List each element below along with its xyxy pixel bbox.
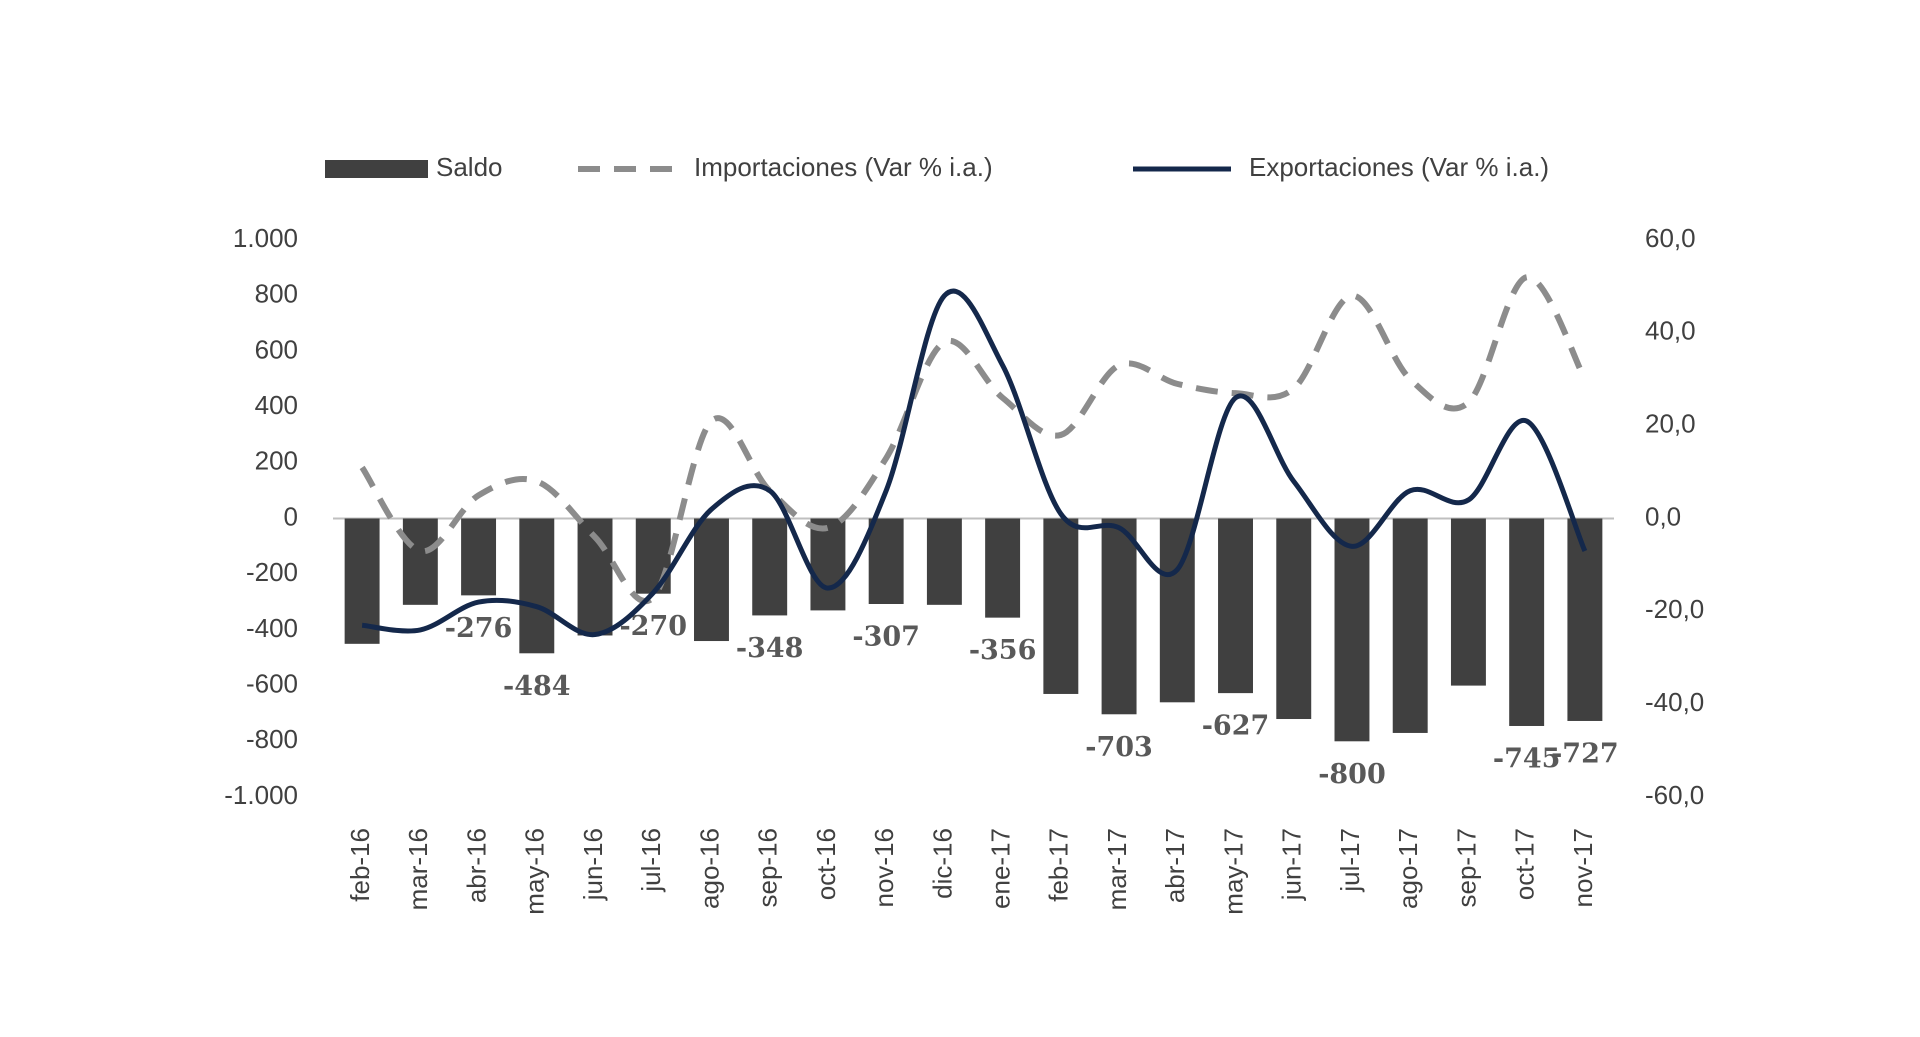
bar <box>694 518 729 642</box>
bar <box>402 518 438 605</box>
data-label: -800 <box>1318 759 1386 790</box>
x-tick-label: oct-17 <box>1510 828 1540 900</box>
data-label: -627 <box>1202 711 1270 742</box>
y-tick-label: -200 <box>246 557 298 587</box>
x-tick-label: mar-17 <box>1102 828 1132 910</box>
data-label: -484 <box>503 671 571 702</box>
y2-tick-label: -60,0 <box>1645 780 1704 810</box>
y-tick-label: 600 <box>255 334 298 364</box>
y-tick-label: -1.000 <box>224 780 298 810</box>
bar <box>1276 518 1312 720</box>
x-tick-label: may-17 <box>1218 828 1248 915</box>
bar <box>344 518 380 644</box>
x-tick-label: nov-16 <box>869 828 899 908</box>
bar <box>1218 518 1253 694</box>
y-tick-label: -400 <box>246 613 298 643</box>
bar <box>635 518 671 594</box>
data-label: -745 <box>1493 743 1561 774</box>
x-tick-label: jun-16 <box>578 828 608 901</box>
line <box>359 274 1588 604</box>
bar <box>1101 518 1137 715</box>
x-tick-label: sep-17 <box>1451 828 1481 908</box>
bar <box>1043 518 1079 694</box>
y-tick-label: -600 <box>246 668 298 698</box>
bar <box>810 518 846 611</box>
data-label: -276 <box>445 613 513 644</box>
bar <box>1392 518 1428 733</box>
bar <box>985 518 1021 618</box>
x-tick-label: jun-17 <box>1277 828 1307 901</box>
bar <box>461 518 497 596</box>
legend-label: Exportaciones (Var % i.a.) <box>1249 152 1549 182</box>
line <box>361 288 1588 638</box>
bar <box>868 518 904 604</box>
y2-tick-label: -40,0 <box>1645 687 1704 717</box>
x-tick-label: abr-17 <box>1160 828 1190 903</box>
x-tick-label: ago-16 <box>694 828 724 909</box>
y2-tick-label: 60,0 <box>1645 223 1696 253</box>
x-tick-label: dic-16 <box>927 828 957 899</box>
y-tick-label: 200 <box>255 446 298 476</box>
x-tick-label: oct-16 <box>811 828 841 900</box>
data-label: -307 <box>852 621 920 652</box>
data-label: -348 <box>736 633 804 664</box>
data-label: -727 <box>1551 738 1619 769</box>
legend-label: Saldo <box>436 152 503 182</box>
y-tick-label: 800 <box>255 279 298 309</box>
y-tick-label: 400 <box>255 390 298 420</box>
y-tick-label: 1.000 <box>233 223 298 253</box>
x-tick-label: sep-16 <box>753 828 783 908</box>
bar <box>752 518 788 616</box>
data-label: -703 <box>1085 732 1153 763</box>
legend-swatch <box>325 160 428 178</box>
y-tick-label: -800 <box>246 724 298 754</box>
x-tick-label: feb-16 <box>345 828 375 902</box>
y2-tick-label: -20,0 <box>1645 594 1704 624</box>
bar <box>926 518 962 605</box>
bar <box>1334 518 1370 742</box>
data-label: -356 <box>969 635 1037 666</box>
y2-tick-label: 20,0 <box>1645 409 1696 439</box>
x-tick-label: feb-17 <box>1044 828 1074 902</box>
bar <box>1509 518 1545 726</box>
x-tick-label: jul-17 <box>1335 828 1365 893</box>
x-tick-label: abr-16 <box>461 828 491 903</box>
x-tick-label: may-16 <box>520 828 550 915</box>
bar <box>519 518 555 654</box>
x-tick-label: ago-17 <box>1393 828 1423 909</box>
y-tick-label: 0 <box>284 501 298 531</box>
x-tick-label: jul-16 <box>636 828 666 893</box>
legend-label: Importaciones (Var % i.a.) <box>694 152 993 182</box>
y2-tick-label: 0,0 <box>1645 501 1681 531</box>
x-tick-label: mar-16 <box>403 828 433 910</box>
x-tick-label: ene-17 <box>985 828 1015 909</box>
bar <box>1450 518 1486 686</box>
y2-tick-label: 40,0 <box>1645 316 1696 346</box>
bar <box>1567 518 1603 721</box>
x-tick-label: nov-17 <box>1568 828 1598 908</box>
